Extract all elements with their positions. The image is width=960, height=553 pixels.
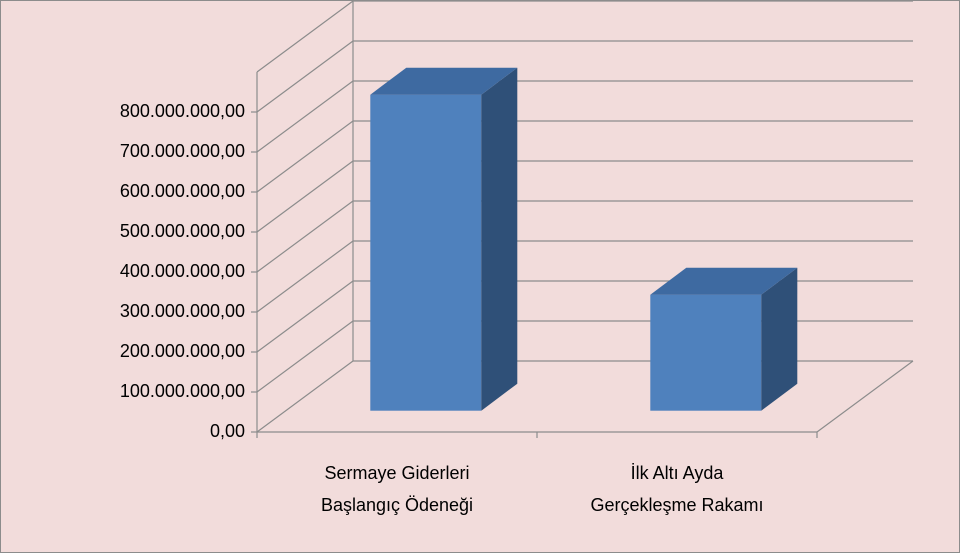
bar	[370, 94, 482, 411]
y-tick-label: 500.000.000,00	[120, 221, 245, 241]
y-tick-label: 100.000.000,00	[120, 381, 245, 401]
bar	[650, 294, 762, 411]
y-tick-label: 600.000.000,00	[120, 181, 245, 201]
y-tick-label: 0,00	[210, 421, 245, 441]
x-tick-label: Sermaye Giderleri Başlangıç Ödeneği	[320, 463, 474, 515]
grid-line	[256, 80, 354, 153]
y-tick-label: 200.000.000,00	[120, 341, 245, 361]
y-tick-label: 400.000.000,00	[120, 261, 245, 281]
bar-side	[481, 67, 518, 411]
grid-line	[256, 360, 354, 433]
grid-line	[256, 40, 354, 113]
grid-line	[256, 160, 354, 233]
grid-line	[256, 200, 354, 273]
grid-line	[256, 320, 354, 393]
y-tick-label: 700.000.000,00	[120, 141, 245, 161]
grid-line	[256, 120, 354, 193]
bar-side	[761, 267, 798, 411]
grid-line	[256, 280, 354, 353]
floor-edge	[816, 360, 914, 433]
bar-top	[650, 267, 798, 295]
grid-line	[256, 240, 354, 313]
y-tick-label: 800.000.000,00	[120, 101, 245, 121]
y-tick-label: 300.000.000,00	[120, 301, 245, 321]
x-tick-label: İlk Altı Ayda Gerçekleşme Rakamı	[590, 463, 764, 515]
wall-top	[256, 1, 354, 73]
bar-top	[370, 67, 518, 95]
